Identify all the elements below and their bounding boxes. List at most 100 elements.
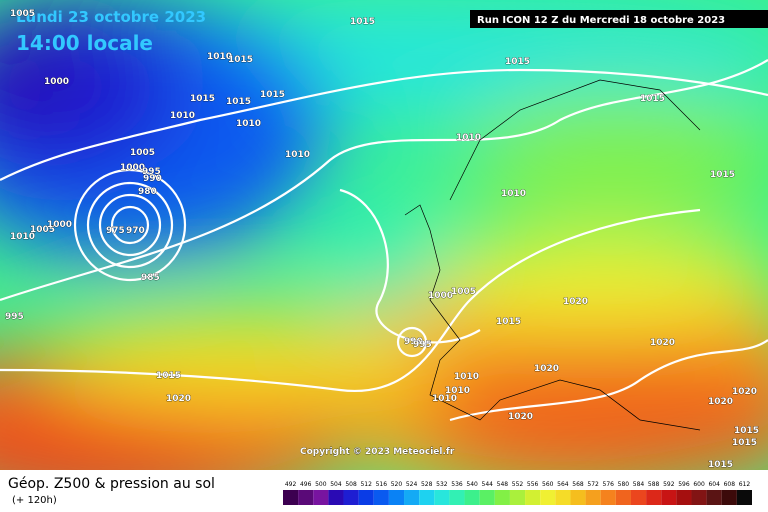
- colorbar-label: 544: [482, 481, 494, 488]
- colorbar-swatch: [328, 490, 344, 505]
- colorbar-swatch: [343, 490, 359, 505]
- colorbar-swatch: [691, 490, 707, 505]
- colorbar-label: 524: [406, 481, 418, 488]
- colorbar-label: 612: [739, 481, 751, 488]
- isobar-label: 1005: [10, 9, 35, 19]
- colorbar-swatch: [615, 490, 631, 505]
- colorbar-swatch: [494, 490, 510, 505]
- copyright: Copyright © 2023 Meteociel.fr: [300, 447, 455, 457]
- colorbar-label: 536: [451, 481, 463, 488]
- colorbar-swatch: [298, 490, 314, 505]
- colorbar-label: 528: [421, 481, 433, 488]
- colorbar-label: 512: [360, 481, 372, 488]
- isobar-label: 1010: [10, 232, 35, 242]
- colorbar-swatch: [736, 490, 752, 505]
- isobar-label: 1000: [44, 77, 69, 87]
- colorbar-swatch: [570, 490, 586, 505]
- isobar-label: 1020: [708, 397, 733, 407]
- colorbar-label: 508: [345, 481, 357, 488]
- colorbar-swatch: [661, 490, 677, 505]
- isobar-label: 1010: [501, 189, 526, 199]
- isobar-label: 1000: [120, 163, 145, 173]
- colorbar-label: 556: [527, 481, 539, 488]
- footer-lead: (+ 120h): [12, 495, 57, 506]
- isobar-label: 1010: [445, 386, 470, 396]
- isobar-label: 1015: [640, 94, 665, 104]
- isobar-label: 1010: [207, 52, 232, 62]
- colorbar-label: 608: [724, 481, 736, 488]
- colorbar-label: 588: [648, 481, 660, 488]
- colorbar-label: 500: [315, 481, 327, 488]
- colorbar-label: 548: [497, 481, 509, 488]
- colorbar-swatch: [525, 490, 541, 505]
- isobar-label: 1010: [456, 133, 481, 143]
- colorbar-swatch: [434, 490, 450, 505]
- colorbar-label: 492: [285, 481, 297, 488]
- colorbar-label: 504: [330, 481, 342, 488]
- isobar-label: 1015: [496, 317, 521, 327]
- colorbar-label: 560: [542, 481, 554, 488]
- colorbar-swatch: [555, 490, 571, 505]
- colorbar-swatch: [630, 490, 647, 505]
- isobar-label: 1000: [47, 220, 72, 230]
- colorbar-swatch: [479, 490, 495, 505]
- colorbar-swatch: [706, 490, 722, 505]
- colorbar-label: 532: [436, 481, 448, 488]
- colorbar-label: 580: [618, 481, 630, 488]
- isobar-label: 1010: [454, 372, 479, 382]
- colorbar-swatch: [585, 490, 601, 505]
- colorbar-swatch: [313, 490, 329, 505]
- time: 14:00 locale: [16, 31, 153, 55]
- isobar-label: 990: [404, 337, 423, 347]
- run-banner: [470, 10, 768, 28]
- run-info: Run ICON 12 Z du Mercredi 18 octobre 202…: [477, 15, 725, 26]
- isobar-label: 1015: [505, 57, 530, 67]
- isobar-label: 1020: [166, 394, 191, 404]
- footer-title: Géop. Z500 & pression au sol: [8, 476, 215, 492]
- colorbar-label: 540: [466, 481, 478, 488]
- colorbar-swatch: [373, 490, 389, 505]
- colorbar-label: 564: [557, 481, 569, 488]
- isobar-label: 1015: [732, 438, 757, 448]
- isobar-label: 1020: [563, 297, 588, 307]
- colorbar-label: 520: [391, 481, 403, 488]
- isobar-label: 985: [141, 273, 160, 283]
- colorbar-label: 604: [708, 481, 720, 488]
- colorbar-label: 552: [512, 481, 524, 488]
- isobar-label: 980: [138, 187, 157, 197]
- isobar-label: 1015: [228, 55, 253, 65]
- isobar-label: 995: [413, 340, 432, 350]
- isobar-label: 1005: [30, 225, 55, 235]
- colorbar-swatch: [509, 490, 526, 505]
- isobar-label: 1020: [508, 412, 533, 422]
- colorbar-label: 568: [572, 481, 584, 488]
- isobar-label: 1005: [130, 148, 155, 158]
- isobar-label: 1020: [732, 387, 757, 397]
- colorbar-swatch: [449, 490, 465, 505]
- isobar-label: 1015: [734, 426, 759, 436]
- date: Lundi 23 octobre 2023: [16, 8, 206, 26]
- colorbar-label: 600: [693, 481, 705, 488]
- isobar-label: 1015: [350, 17, 375, 27]
- isobar-label: 1010: [170, 111, 195, 121]
- colorbar-label: 496: [300, 481, 312, 488]
- colorbar-label: 592: [663, 481, 675, 488]
- isobar-label: 1020: [650, 338, 675, 348]
- colorbar-label: 572: [587, 481, 599, 488]
- colorbar-label: 576: [603, 481, 615, 488]
- colorbar-swatch: [464, 490, 480, 505]
- colorbar-label: 596: [678, 481, 690, 488]
- isobar-label: 1010: [236, 119, 261, 129]
- colorbar-swatch: [404, 490, 420, 505]
- colorbar-swatch: [646, 490, 662, 505]
- colorbar-swatch: [540, 490, 556, 505]
- isobar-label: 975: [106, 226, 125, 236]
- isobar-label: 995: [142, 167, 161, 177]
- isobar-label: 1015: [260, 90, 285, 100]
- colorbar-label: 516: [376, 481, 388, 488]
- isobar-label: 1010: [432, 394, 457, 404]
- isobar-label: 1010: [285, 150, 310, 160]
